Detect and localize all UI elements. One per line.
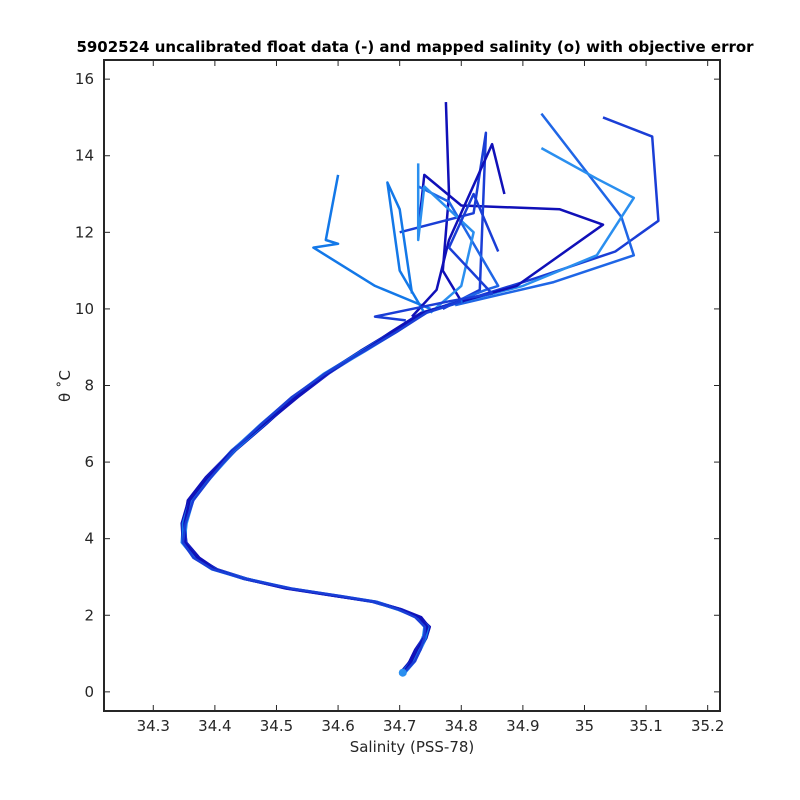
y-tick-label: 16 [75,70,94,88]
y-tick-label: 2 [84,606,94,624]
x-tick-label: 34.8 [445,717,478,735]
y-tick-label: 10 [75,300,94,318]
profile-end-marker [398,668,407,677]
x-axis-ticks: 34.3 34.4 34.5 34.6 34.7 34.8 34.9 35 35.1 35.2 [137,60,724,735]
profile-line-upper [441,102,463,302]
profile-line-upper [416,173,605,307]
profile-line-upper [386,181,426,314]
x-axis-label: Salinity (PSS-78) [350,738,475,756]
y-tick-label: 14 [75,147,94,165]
x-tick-label: 34.7 [383,717,416,735]
x-tick-label: 34.4 [198,717,231,735]
x-tick-label: 34.5 [260,717,293,735]
profile-line-deep [181,300,462,674]
x-tick-label: 34.3 [137,717,170,735]
chart-title: 5902524 uncalibrated float data (-) and … [76,38,754,56]
profile-line-upper [373,192,500,322]
x-tick-label: 34.9 [506,717,539,735]
y-tick-label: 8 [84,377,94,395]
y-tick-label: 4 [84,530,94,548]
x-tick-label: 34.6 [321,717,354,735]
x-tick-label: 35.1 [629,717,662,735]
y-axis-label: θ ˚C [56,370,74,402]
y-axis-ticks: 0 2 4 6 8 10 12 14 16 [75,70,720,701]
profile-line-upper [416,163,475,314]
profile-line-upper [417,185,500,311]
x-tick-label: 35 [575,717,594,735]
profiles-layer [180,102,660,677]
y-tick-label: 0 [84,683,94,701]
profile-line-upper [312,174,431,311]
profile-line-upper [448,147,636,307]
profile-line-upper [411,142,506,318]
y-tick-label: 6 [84,453,94,471]
x-tick-label: 35.2 [691,717,724,735]
profile-line-upper [454,112,636,307]
y-tick-label: 12 [75,223,94,241]
